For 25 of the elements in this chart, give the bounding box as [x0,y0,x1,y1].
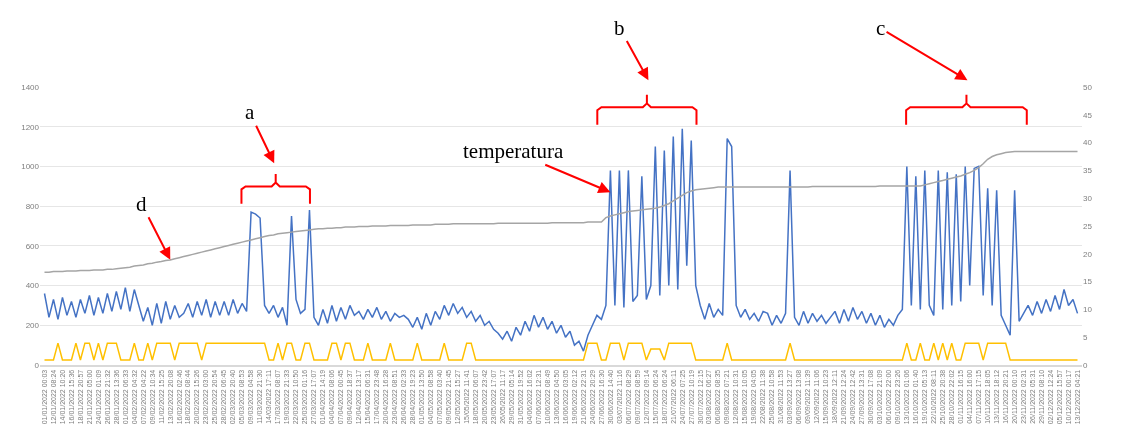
y2-tick-label: 10 [1083,305,1093,315]
y-tick-label: 800 [25,201,40,211]
y2-tick-label: 25 [1083,221,1093,231]
y2-tick-label: 40 [1083,138,1093,148]
annotation: d [136,192,147,216]
y2-tick-label: 45 [1083,110,1093,120]
y-tick-label: 1400 [21,82,40,92]
annotation: temperatura [463,139,564,163]
y-tick-label: 400 [25,281,40,291]
y2-tick-label: 0 [1083,360,1088,370]
y2-tick-label: 35 [1083,166,1093,176]
y2-tick-label: 5 [1083,333,1088,342]
text: c [876,16,886,40]
line-series [43,127,1079,352]
y2-tick-label: 15 [1083,277,1093,287]
y2-tick-label: 30 [1083,194,1093,203]
text: b [614,16,625,40]
y-tick-label: 0 [34,360,40,370]
y2-tick-label: 50 [1083,82,1093,92]
y-tick-label: 1000 [21,162,40,172]
y-tick-label: 600 [25,241,40,251]
y2-tick-label: 20 [1083,249,1093,259]
y-tick-label: 200 [25,321,40,331]
y-tick-label: 1200 [21,122,40,132]
annotation: a [245,100,255,124]
